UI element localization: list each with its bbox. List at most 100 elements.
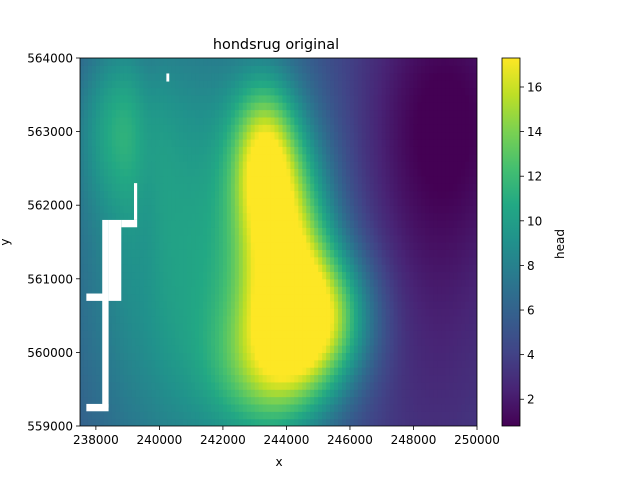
heatmap-cell [353,234,359,243]
heatmap-cell [187,138,192,147]
heatmap-cell [381,153,387,162]
heatmap-cell [417,227,423,236]
heatmap-cell [266,87,272,96]
heatmap-cell [417,65,423,74]
heatmap-cell [405,94,411,103]
heatmap-cell [330,205,335,214]
heatmap-cell [195,87,200,96]
heatmap-cell [282,109,288,118]
heatmap-cell [127,337,133,346]
heatmap-cell [155,197,160,206]
heatmap-cell [417,168,423,177]
heatmap-cell [361,190,367,199]
heatmap-cell [389,146,395,155]
heatmap-cell [298,249,303,258]
heatmap-cell [290,161,295,169]
heatmap-cell [87,242,93,250]
heatmap-cell [469,87,474,96]
heatmap-cell [242,94,248,103]
heatmap-cell [397,374,403,383]
heatmap-cell [127,161,133,169]
heatmap-cell [290,242,295,250]
heatmap-cell [322,124,327,133]
heatmap-cell [369,94,375,103]
heatmap-cell [361,227,367,236]
heatmap-cell [218,80,224,89]
heatmap-cell [234,337,240,346]
heatmap-cell [99,197,105,206]
heatmap-cell [211,58,216,66]
heatmap-cell [99,80,105,89]
heatmap-cell [369,418,375,426]
heatmap-cell [282,278,288,287]
heatmap-cell [437,396,442,405]
heatmap-cell [365,337,371,346]
heatmap-cell [326,286,331,295]
heatmap-cell [266,381,272,390]
heatmap-cell [143,396,149,405]
heatmap-cell [83,234,89,243]
heatmap-cell [373,80,379,89]
heatmap-cell [226,116,232,125]
heatmap-cell [119,293,125,302]
heatmap-cell [318,109,323,118]
heatmap-cell [175,190,180,199]
heatmap-cell [139,256,145,265]
heatmap-cell [437,367,442,376]
heatmap-cell [159,168,164,177]
heatmap-cell [151,183,157,192]
heatmap-cell [461,337,466,346]
heatmap-cell [306,227,311,236]
heatmap-cell [183,109,188,118]
heatmap-cell [397,337,403,346]
heatmap-cell [449,212,454,221]
heatmap-cell [199,190,204,199]
heatmap-cell [357,367,363,376]
heatmap-cell [191,153,196,162]
heatmap-cell [421,396,426,405]
heatmap-cell [151,256,157,265]
heatmap-cell [405,418,411,426]
heatmap-cell [183,190,188,199]
heatmap-cell [155,315,160,324]
heatmap-cell [302,94,307,103]
heatmap-cell [159,322,164,331]
heatmap-cell [302,389,307,398]
heatmap-cell [342,116,347,125]
heatmap-cell [322,109,327,118]
heatmap-cell [99,94,105,103]
heatmap-cell [365,242,371,250]
heatmap-cell [246,205,252,214]
heatmap-cell [123,161,129,169]
heatmap-cell [453,352,458,361]
heatmap-cell [119,234,125,243]
heatmap-cell [119,352,125,361]
heatmap-cell [127,308,133,317]
heatmap-cell [306,293,311,302]
heatmap-cell [441,278,446,287]
heatmap-cell [453,205,458,214]
heatmap-cell [258,168,264,177]
heatmap-cell [302,80,307,89]
heatmap-cell [183,322,188,331]
heatmap-cell [322,374,327,383]
heatmap-cell [211,381,216,390]
heatmap-cell [80,205,85,214]
heatmap-cell [441,80,446,89]
heatmap-cell [91,146,97,155]
heatmap-cell [214,168,220,177]
heatmap-cell [326,102,331,111]
heatmap-cell [143,381,149,390]
heatmap-cell [95,116,101,125]
heatmap-cell [310,322,315,331]
heatmap-cell [171,403,176,412]
heatmap-cell [318,212,323,221]
heatmap-cell [298,271,303,280]
heatmap-cell [207,249,212,258]
heatmap-cell [465,116,470,125]
heatmap-cell [429,330,434,339]
heatmap-cell [87,190,93,199]
heatmap-cell [345,249,351,258]
heatmap-cell [318,153,323,162]
heatmap-cell [461,72,466,81]
